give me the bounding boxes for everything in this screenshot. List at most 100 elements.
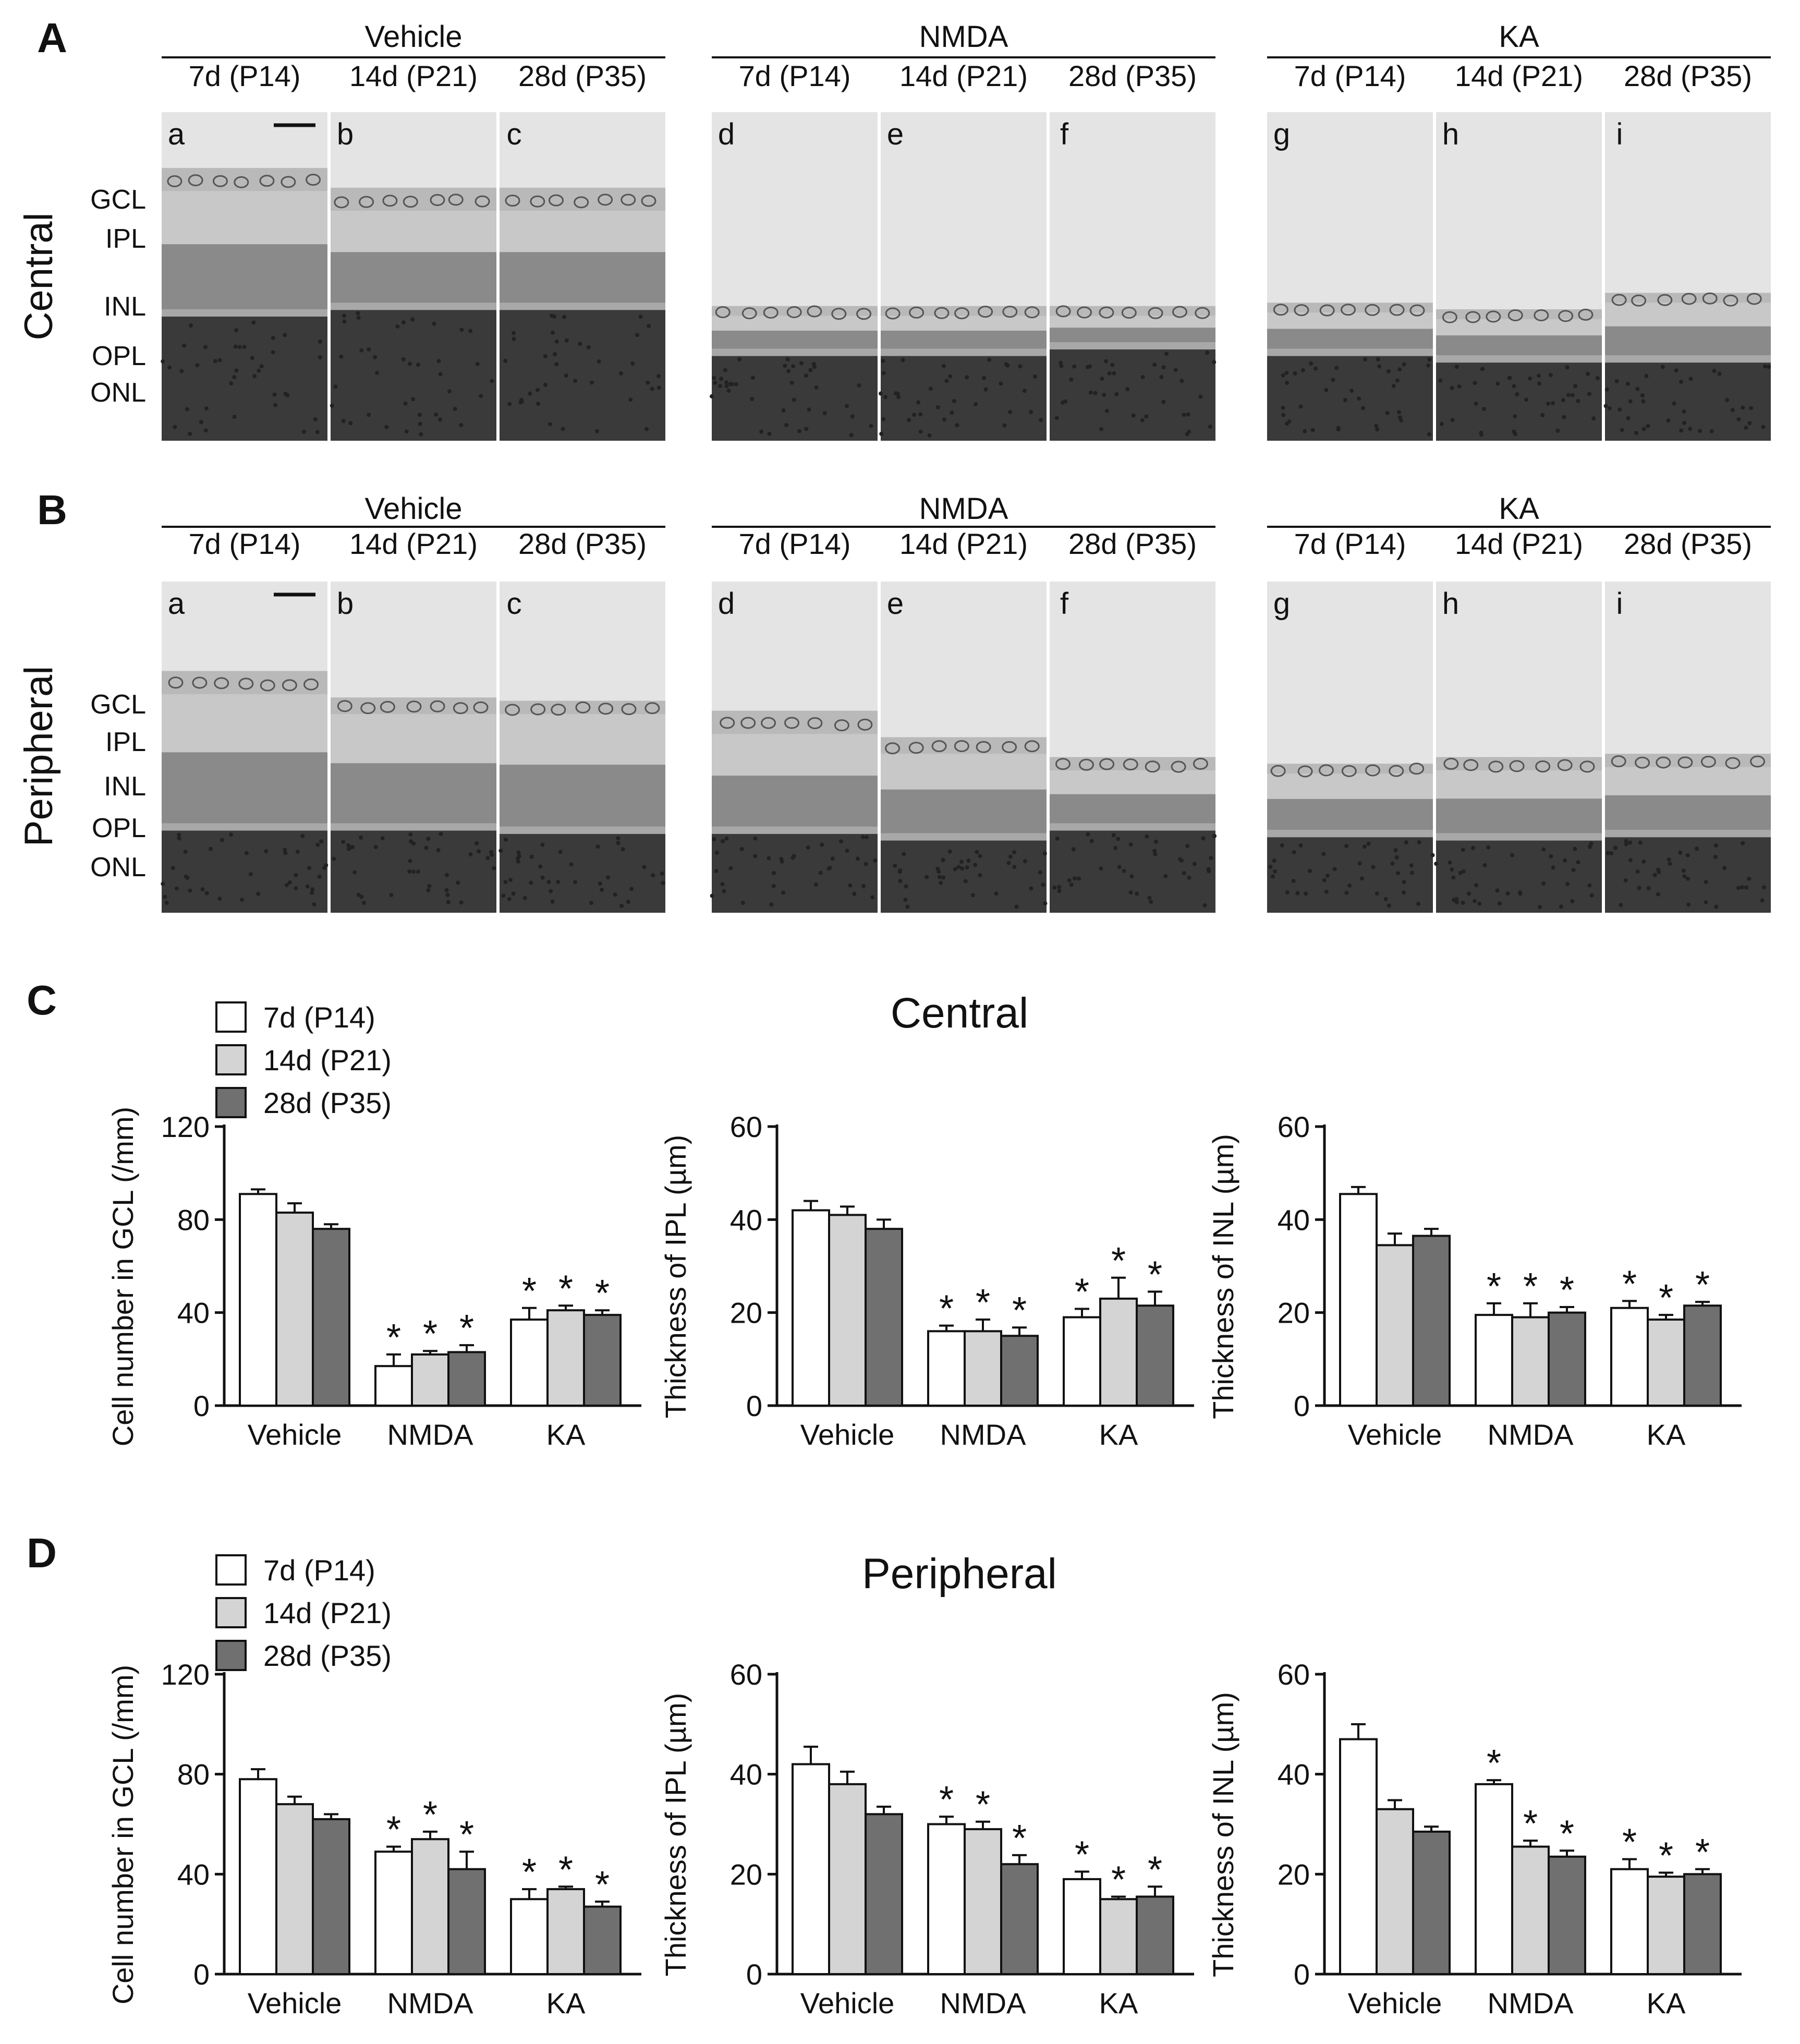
bar [964, 1330, 1002, 1407]
inner-plexiform-layer [1605, 303, 1771, 326]
significance-marker: * [595, 1864, 610, 1906]
layer-label-gcl: GCL [90, 185, 146, 215]
photoreceptor-nucleus [928, 386, 933, 391]
timepoint-header: 7d (P14) [739, 59, 851, 92]
micrograph-letter: f [1060, 587, 1069, 621]
significance-marker: * [1487, 1743, 1501, 1784]
photoreceptor-nucleus [1125, 387, 1130, 392]
micrograph-letter: i [1616, 117, 1623, 151]
photoreceptor-nucleus [598, 881, 602, 886]
photoreceptor-nucleus [1193, 862, 1197, 866]
photoreceptor-nucleus [1410, 870, 1415, 875]
photoreceptor-nucleus [1427, 357, 1432, 362]
significance-marker: * [939, 1288, 954, 1330]
photoreceptor-nucleus [315, 430, 320, 434]
photoreceptor-nucleus [1546, 401, 1551, 406]
ganglion-cell [505, 195, 520, 207]
bar [312, 1228, 350, 1407]
photoreceptor-nucleus [1187, 875, 1191, 880]
photoreceptor-nucleus [1681, 868, 1686, 873]
ganglion-cell [1509, 760, 1525, 772]
photoreceptor-nucleus [869, 424, 873, 428]
photoreceptor-nucleus [1482, 863, 1487, 867]
photoreceptor-nucleus [845, 849, 849, 853]
photoreceptor-nucleus [1660, 365, 1665, 369]
photoreceptor-nucleus [1736, 417, 1741, 421]
ganglion-cell [1700, 755, 1716, 768]
ganglion-cell [1656, 756, 1671, 769]
outer-nuclear-layer [162, 830, 327, 913]
ganglion-cell [908, 742, 924, 754]
photoreceptor-nucleus [791, 364, 796, 369]
photoreceptor-nucleus [1587, 844, 1592, 849]
photoreceptor-nucleus [561, 427, 565, 431]
micrograph-letter: h [1442, 117, 1459, 151]
ganglion-cell [1055, 758, 1071, 770]
ganglion-cell [214, 677, 229, 690]
inner-nuclear-layer [1605, 326, 1771, 356]
photoreceptor-nucleus [720, 839, 725, 843]
photoreceptor-nucleus [283, 333, 287, 337]
significance-marker: * [1659, 1835, 1673, 1877]
layer-label-ipl: IPL [105, 224, 146, 254]
ganglion-cell [1558, 310, 1574, 322]
photoreceptor-nucleus [1688, 427, 1693, 431]
photoreceptor-nucleus [784, 423, 789, 428]
photoreceptor-nucleus [1473, 899, 1477, 903]
outer-nuclear-layer [1605, 362, 1771, 441]
x-tick-label: NMDA [940, 1418, 1027, 1451]
ganglion-cell [238, 678, 254, 690]
ganglion-cell [784, 717, 799, 729]
photoreceptor-nucleus [947, 849, 952, 854]
photoreceptor-nucleus [1749, 406, 1754, 410]
inner-nuclear-layer [1267, 799, 1433, 830]
photoreceptor-nucleus [310, 887, 315, 892]
y-axis-label: Thickness of INL (µm) [1207, 1692, 1239, 1977]
ganglion-cell [598, 703, 614, 715]
photoreceptor-nucleus [1300, 368, 1305, 372]
micrograph-image [1436, 112, 1602, 441]
photoreceptor-nucleus [1641, 427, 1646, 431]
photoreceptor-nucleus [619, 903, 624, 908]
bar [1000, 1335, 1039, 1407]
photoreceptor-nucleus [1565, 365, 1570, 370]
ganglion-cell [1002, 306, 1018, 318]
photoreceptor-nucleus [781, 408, 786, 413]
photoreceptor-nucleus [564, 373, 568, 378]
photoreceptor-nucleus [781, 890, 786, 895]
outer-nuclear-layer [881, 356, 1047, 441]
photoreceptor-nucleus [1402, 880, 1406, 885]
ganglion-cell [430, 194, 445, 207]
timepoint-header: 7d (P14) [1294, 59, 1406, 92]
group-header-ka: KA [1499, 492, 1539, 526]
photoreceptor-nucleus [549, 889, 553, 893]
y-tick-label: 20 [730, 1297, 762, 1329]
photoreceptor-nucleus [1093, 391, 1098, 395]
photoreceptor-nucleus [1179, 379, 1184, 383]
photoreceptor-nucleus [1164, 352, 1169, 356]
photoreceptor-nucleus [1609, 851, 1614, 856]
photoreceptor-nucleus [728, 866, 733, 870]
photoreceptor-nucleus [806, 845, 810, 850]
ganglion-cell [1193, 757, 1208, 770]
photoreceptor-nucleus [1332, 867, 1337, 872]
photoreceptor-nucleus [395, 324, 400, 329]
photoreceptor-nucleus [564, 338, 569, 343]
bar [239, 1193, 277, 1407]
ganglion-cell [909, 306, 925, 319]
micrograph-image [879, 112, 1047, 441]
photoreceptor-nucleus [189, 323, 193, 328]
bar-chart: 0 40 80 120 Cell number in GCL (/mm) Vehicle N… [106, 1107, 641, 1451]
photoreceptor-nucleus [896, 395, 901, 400]
timepoint-header: 14d (P21) [899, 59, 1028, 92]
photoreceptor-nucleus [410, 317, 415, 322]
photoreceptor-nucleus [1041, 882, 1045, 887]
ganglion-cell [1077, 306, 1092, 319]
micrograph-letter: c [507, 117, 522, 151]
micrograph-image [1434, 582, 1602, 913]
micrograph-image [161, 112, 327, 441]
ganglion-cell [720, 717, 735, 729]
photoreceptor-nucleus [341, 419, 346, 424]
photoreceptor-nucleus [272, 392, 277, 397]
photoreceptor-nucleus [897, 869, 902, 874]
